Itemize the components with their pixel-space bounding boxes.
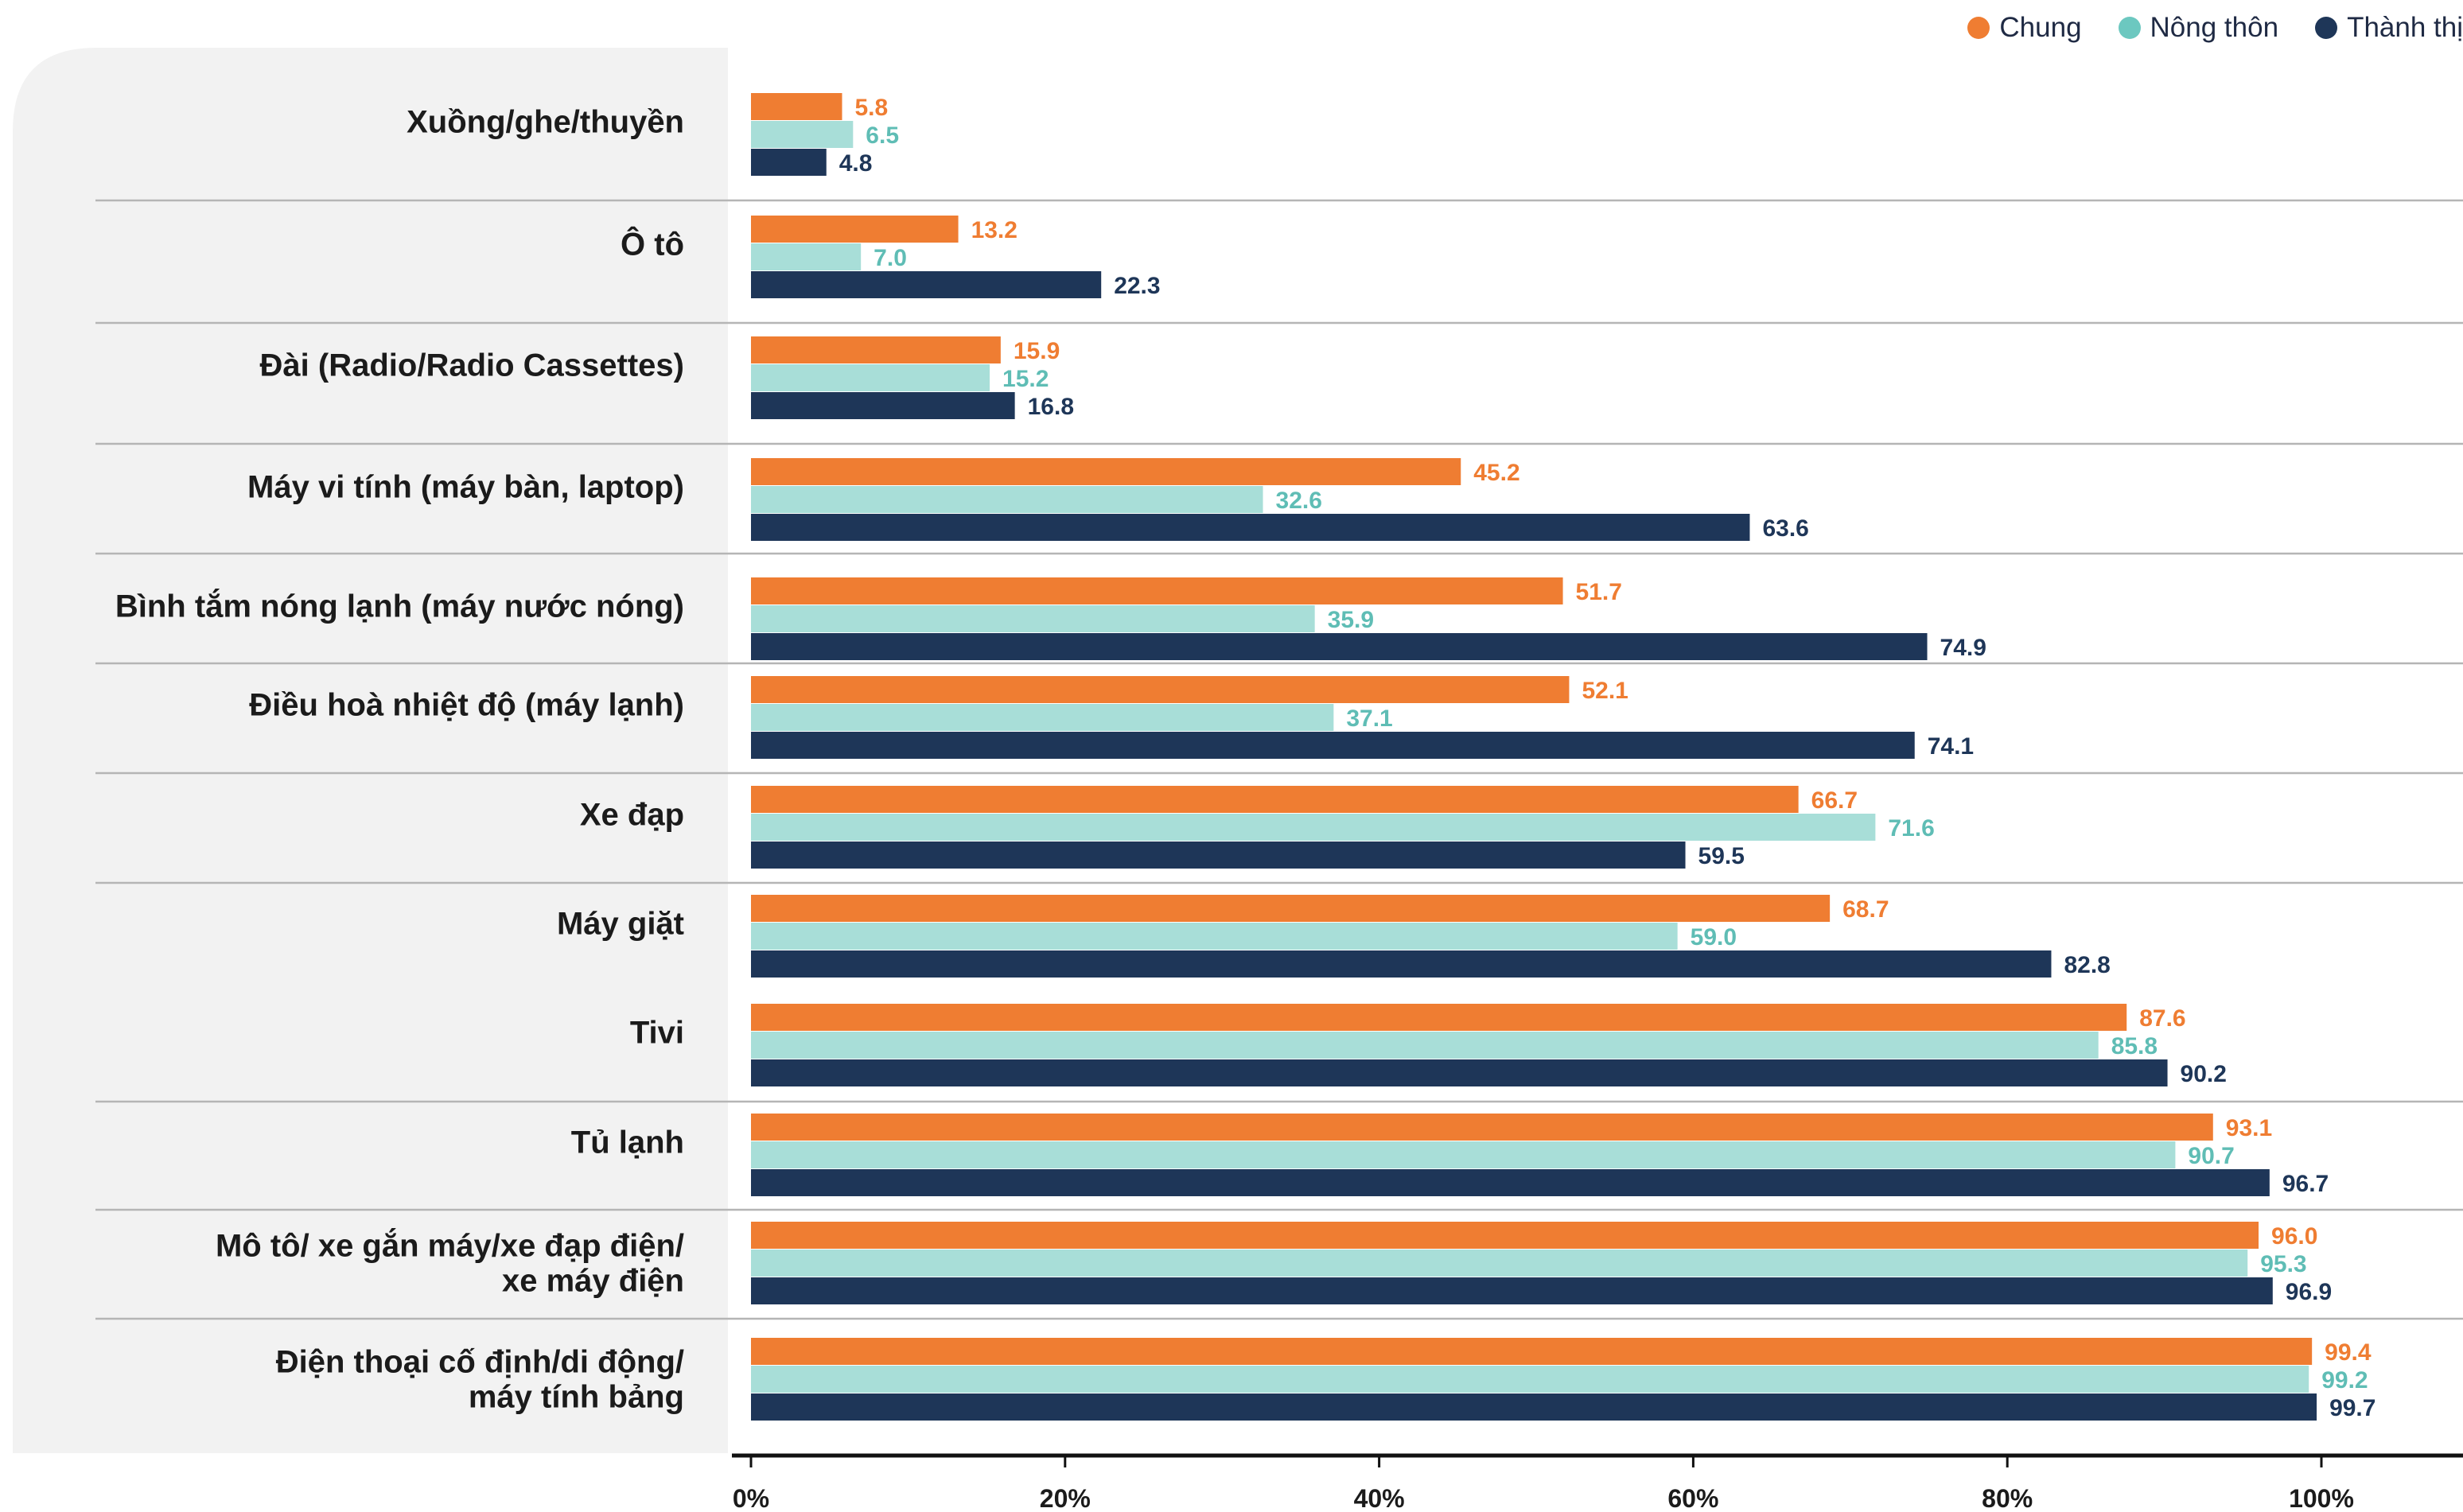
bar	[751, 1222, 2259, 1249]
bar	[751, 1004, 2126, 1031]
x-tick-label: 40%	[1354, 1484, 1405, 1512]
bar	[751, 1114, 2213, 1141]
bar	[751, 1366, 2309, 1393]
x-tick-label: 0%	[733, 1484, 769, 1512]
data-label: 45.2	[1473, 460, 1519, 486]
data-label: 74.9	[1940, 635, 1986, 661]
bar	[751, 216, 959, 243]
bar	[751, 486, 1263, 513]
data-label: 99.7	[2329, 1395, 2375, 1421]
category-label: Máy giặt	[557, 907, 684, 942]
bar	[751, 1277, 2273, 1304]
bar	[751, 336, 1001, 363]
data-label: 96.0	[2271, 1223, 2317, 1250]
bar	[751, 605, 1315, 632]
bar	[751, 1393, 2317, 1421]
data-label: 5.8	[854, 95, 888, 121]
data-label: 4.8	[839, 150, 873, 177]
bar	[751, 895, 1830, 922]
bar	[751, 814, 1875, 841]
category-label: Đài (Radio/Radio Cassettes)	[260, 348, 684, 383]
category-label: Máy vi tính (máy bàn, laptop)	[247, 470, 684, 505]
bar	[751, 676, 1569, 703]
category-label: Bình tắm nóng lạnh (máy nước nóng)	[115, 588, 684, 624]
category-label: xe máy điện	[502, 1264, 684, 1299]
bar	[751, 1032, 2099, 1059]
data-label: 32.6	[1276, 488, 1322, 514]
bar	[751, 458, 1461, 485]
bar	[751, 364, 990, 391]
x-tick-label: 20%	[1040, 1484, 1091, 1512]
bar	[751, 149, 827, 176]
data-label: 15.9	[1014, 338, 1060, 364]
bar	[751, 1250, 2247, 1277]
data-label: 71.6	[1888, 815, 1934, 842]
bar	[751, 732, 1915, 759]
category-label: Điều hoà nhiệt độ (máy lạnh)	[249, 688, 684, 723]
data-label: 63.6	[1762, 515, 1808, 542]
data-label: 6.5	[866, 122, 899, 149]
category-label: Xe đạp	[580, 798, 684, 833]
data-label: 37.1	[1346, 705, 1392, 732]
bar	[751, 514, 1749, 541]
bar	[751, 93, 842, 120]
data-label: 85.8	[2111, 1033, 2158, 1059]
bar	[751, 1141, 2175, 1168]
bar	[751, 271, 1101, 298]
x-tick-label: 100%	[2289, 1484, 2354, 1512]
bar	[751, 923, 1678, 950]
category-label: Tủ lạnh	[571, 1125, 684, 1160]
bar	[751, 392, 1015, 419]
data-label: 16.8	[1028, 394, 1074, 420]
data-label: 99.4	[2325, 1339, 2372, 1366]
category-label: Điện thoại cố định/di động/	[276, 1345, 684, 1380]
bar	[751, 842, 1686, 869]
data-label: 90.2	[2181, 1061, 2227, 1087]
data-label: 99.2	[2321, 1367, 2368, 1393]
data-label: 35.9	[1328, 607, 1374, 633]
bar	[751, 704, 1333, 731]
bar	[751, 1059, 2168, 1086]
data-label: 93.1	[2226, 1115, 2272, 1141]
data-label: 74.1	[1928, 733, 1974, 760]
bar	[751, 243, 861, 270]
data-label: 22.3	[1114, 273, 1160, 299]
data-label: 66.7	[1811, 787, 1858, 814]
bar	[751, 121, 853, 148]
bar	[751, 950, 2051, 978]
bar	[751, 1169, 2270, 1196]
data-label: 15.2	[1002, 366, 1049, 392]
x-tick-label: 60%	[1667, 1484, 1718, 1512]
data-label: 82.8	[2064, 952, 2110, 978]
category-label: máy tính bảng	[469, 1380, 684, 1415]
bar	[751, 577, 1563, 604]
data-label: 68.7	[1842, 896, 1889, 923]
data-label: 95.3	[2260, 1251, 2306, 1277]
data-label: 96.9	[2286, 1279, 2332, 1305]
bar	[751, 786, 1799, 813]
data-label: 7.0	[874, 245, 907, 271]
data-label: 13.2	[971, 217, 1017, 243]
category-label: Mô tô/ xe gắn máy/xe đạp điện/	[216, 1227, 684, 1264]
data-label: 52.1	[1582, 678, 1628, 704]
data-label: 87.6	[2139, 1005, 2185, 1032]
bar	[751, 633, 1928, 660]
data-label: 59.5	[1698, 843, 1745, 869]
data-label: 59.0	[1691, 924, 1737, 950]
data-label: 90.7	[2188, 1143, 2234, 1169]
x-tick-label: 80%	[1982, 1484, 2033, 1512]
data-label: 96.7	[2282, 1171, 2329, 1197]
bar	[751, 1338, 2312, 1365]
data-label: 51.7	[1576, 579, 1622, 605]
category-label: Ô tô	[621, 226, 684, 262]
category-label: Xuồng/ghe/thuyền	[407, 105, 684, 140]
category-label: Tivi	[630, 1016, 684, 1051]
